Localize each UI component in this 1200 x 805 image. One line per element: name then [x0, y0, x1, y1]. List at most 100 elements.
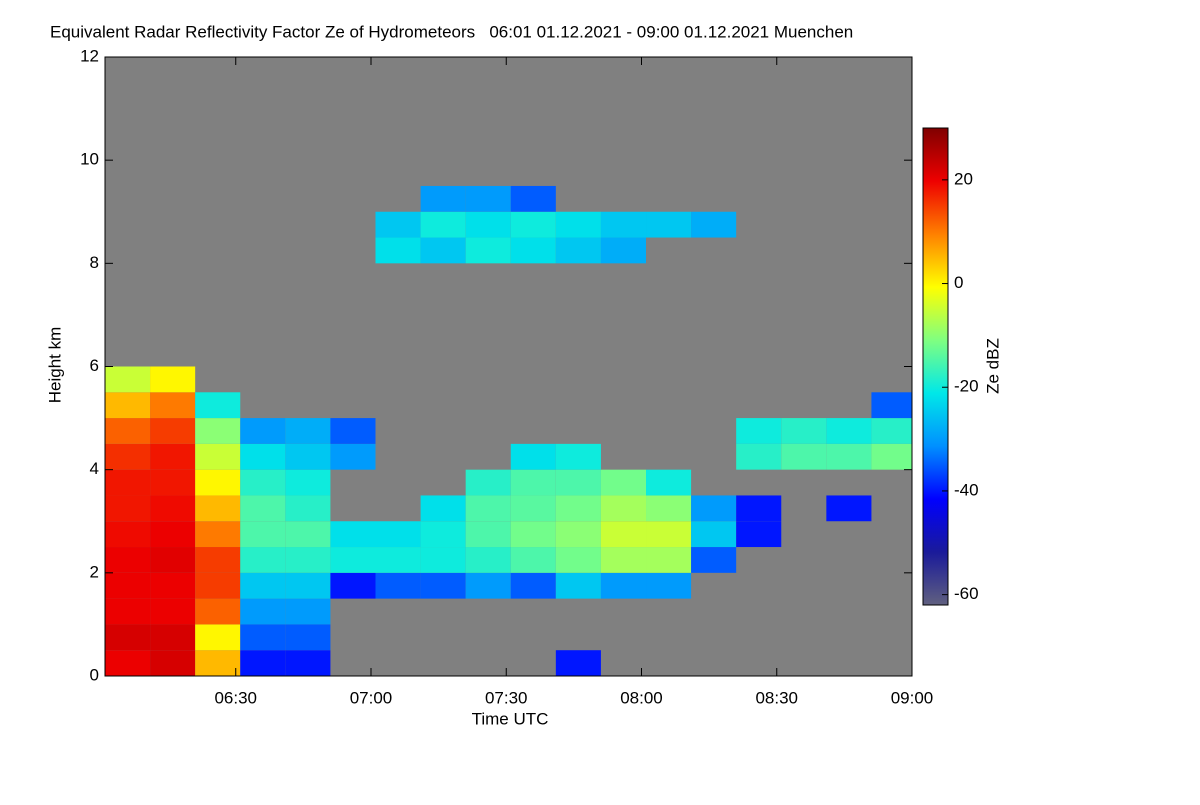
heatmap-cell: [285, 624, 331, 651]
colorbar-tick-label: 20: [954, 169, 973, 188]
y-tick-label: 12: [80, 46, 99, 65]
heatmap-cell: [240, 547, 286, 573]
y-tick-label: 8: [90, 253, 99, 272]
heatmap-cell: [826, 443, 872, 470]
heatmap-cell: [646, 495, 692, 522]
heatmap-cell: [105, 392, 151, 419]
heatmap-cell: [285, 443, 331, 470]
heatmap-cell: [510, 237, 556, 264]
heatmap-cell: [330, 547, 376, 573]
heatmap-cell: [150, 469, 196, 496]
colorbar-tick-label: -20: [954, 377, 979, 396]
heatmap-cell: [736, 443, 782, 470]
heatmap-cell: [600, 211, 647, 238]
heatmap-cell: [150, 547, 196, 573]
heatmap-cell: [420, 237, 466, 264]
heatmap-cell: [150, 443, 196, 470]
heatmap-cell: [420, 521, 466, 548]
heatmap-cell: [195, 495, 241, 522]
heatmap-cell: [105, 469, 151, 496]
heatmap-cell: [195, 392, 241, 419]
heatmap-cell: [826, 418, 872, 444]
heatmap-cell: [465, 211, 511, 238]
heatmap-cell: [420, 185, 466, 212]
heatmap-cell: [285, 521, 331, 548]
heatmap-cell: [736, 418, 782, 444]
heatmap-cell: [465, 547, 511, 573]
heatmap-cell: [150, 598, 196, 625]
heatmap-cell: [150, 392, 196, 419]
heatmap-cell: [105, 624, 151, 651]
heatmap-cell: [600, 237, 647, 264]
heatmap-cell: [420, 547, 466, 573]
heatmap-cell: [105, 418, 151, 444]
x-tick-label: 07:30: [485, 688, 528, 707]
heatmap-cell: [510, 469, 556, 496]
heatmap-cell: [555, 650, 601, 676]
heatmap-cell: [240, 469, 286, 496]
heatmap-cell: [105, 495, 151, 522]
x-tick-label: 09:00: [891, 688, 934, 707]
heatmap-cell: [555, 495, 601, 522]
heatmap-cell: [600, 547, 647, 573]
heatmap-cell: [150, 521, 196, 548]
heatmap-cell: [555, 211, 601, 238]
heatmap-cell: [375, 521, 421, 548]
heatmap-cell: [240, 650, 286, 676]
heatmap-cell: [465, 521, 511, 548]
heatmap-cell: [465, 469, 511, 496]
colorbar-label: Ze dBZ: [983, 338, 1002, 394]
colorbar: [922, 127, 949, 606]
heatmap-cell: [736, 495, 782, 522]
heatmap-cell: [646, 469, 692, 496]
heatmap-cell: [240, 572, 286, 599]
heatmap-cell: [465, 185, 511, 212]
heatmap-cell: [465, 237, 511, 264]
heatmap-cell: [600, 521, 647, 548]
heatmap-cell: [555, 572, 601, 599]
heatmap-cell: [240, 521, 286, 548]
chart-title: Equivalent Radar Reflectivity Factor Ze …: [50, 22, 853, 41]
heatmap-cell: [420, 572, 466, 599]
heatmap-cell: [285, 572, 331, 599]
heatmap-cell: [195, 521, 241, 548]
heatmap-cell: [510, 211, 556, 238]
heatmap-cell: [781, 418, 827, 444]
heatmap-cell: [510, 443, 556, 470]
heatmap-cell: [195, 624, 241, 651]
heatmap-cell: [600, 495, 647, 522]
heatmap-cell: [736, 521, 782, 548]
heatmap-cell: [871, 443, 912, 470]
heatmap-cell: [555, 237, 601, 264]
heatmap-cell: [285, 650, 331, 676]
heatmap-cell: [150, 366, 196, 393]
x-tick-label: 08:00: [620, 688, 663, 707]
heatmap-cell: [150, 495, 196, 522]
heatmap-cell: [105, 547, 151, 573]
heatmap-cell: [600, 469, 647, 496]
heatmap-cell: [871, 392, 912, 419]
heatmap-cell: [420, 495, 466, 522]
heatmap-cell: [285, 469, 331, 496]
heatmap-cell: [150, 650, 196, 676]
y-tick-label: 2: [90, 562, 99, 581]
x-tick-label: 06:30: [214, 688, 257, 707]
heatmap-cell: [240, 624, 286, 651]
heatmap-cell: [420, 211, 466, 238]
heatmap-cell: [240, 495, 286, 522]
y-tick-label: 10: [80, 150, 99, 169]
y-tick-label: 6: [90, 356, 99, 375]
heatmap-cell: [555, 521, 601, 548]
heatmap-cell: [150, 418, 196, 444]
heatmap-cell: [375, 547, 421, 573]
heatmap-cell: [105, 650, 151, 676]
heatmap-cell: [150, 624, 196, 651]
y-tick-label: 4: [90, 459, 99, 478]
heatmap-cell: [646, 211, 692, 238]
heatmap-cell: [826, 495, 872, 522]
heatmap-cell: [285, 418, 331, 444]
colorbar-tick-label: 0: [954, 273, 963, 292]
heatmap-cell: [195, 572, 241, 599]
heatmap-cell: [375, 572, 421, 599]
